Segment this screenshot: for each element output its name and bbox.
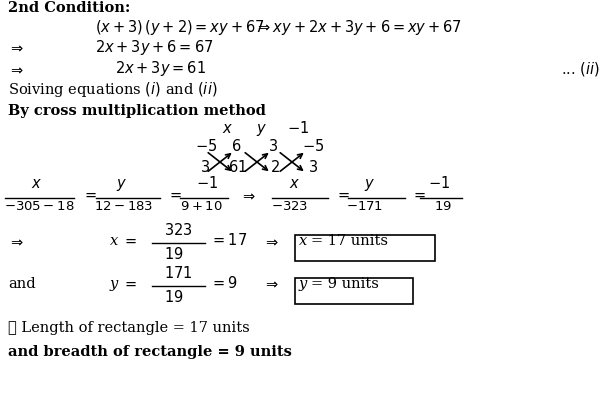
Text: $12 - 183$: $12 - 183$ <box>94 200 153 213</box>
Text: $x$: $x$ <box>32 177 43 191</box>
Text: $-5$: $-5$ <box>302 138 324 154</box>
Text: Soiving equations $(i)$ and $(ii)$: Soiving equations $(i)$ and $(ii)$ <box>8 80 218 99</box>
Text: $\Rightarrow$: $\Rightarrow$ <box>8 41 24 55</box>
Text: $= 17$: $= 17$ <box>210 232 247 248</box>
Text: $=$: $=$ <box>411 188 426 202</box>
Text: $x$: $x$ <box>289 177 300 191</box>
Text: By cross multiplication method: By cross multiplication method <box>8 104 266 118</box>
Text: ... $(ii)$: ... $(ii)$ <box>561 60 600 78</box>
Text: $\Rightarrow$: $\Rightarrow$ <box>263 234 280 248</box>
Text: = 9 units: = 9 units <box>311 277 379 291</box>
Text: $-171$: $-171$ <box>346 200 383 213</box>
Text: $3$: $3$ <box>268 138 278 154</box>
Text: $61$: $61$ <box>228 159 247 175</box>
Text: $171$: $171$ <box>164 265 192 281</box>
Text: $19$: $19$ <box>164 246 184 262</box>
Text: 2nd Condition:: 2nd Condition: <box>8 1 130 15</box>
Text: $2x + 3y = 61$: $2x + 3y = 61$ <box>115 59 206 78</box>
Text: $y$: $y$ <box>364 177 376 193</box>
Text: y: y <box>299 277 307 291</box>
Text: $y$: $y$ <box>116 177 128 193</box>
Text: $=$: $=$ <box>167 188 182 202</box>
Text: ∴ Length of rectangle = 17 units: ∴ Length of rectangle = 17 units <box>8 321 250 335</box>
Text: $19$: $19$ <box>164 289 184 305</box>
Text: $\Rightarrow$: $\Rightarrow$ <box>8 234 24 248</box>
Text: x: x <box>110 234 118 248</box>
Text: $=$: $=$ <box>335 188 350 202</box>
Text: $=$: $=$ <box>122 234 137 248</box>
Text: $-1$: $-1$ <box>287 120 309 136</box>
Text: = 17 units: = 17 units <box>311 234 388 248</box>
Text: and: and <box>8 277 36 291</box>
FancyBboxPatch shape <box>295 278 413 304</box>
Text: $3$: $3$ <box>308 159 318 175</box>
Text: y: y <box>110 277 118 291</box>
Text: $=$: $=$ <box>122 277 137 291</box>
Text: $\Rightarrow$: $\Rightarrow$ <box>8 62 24 76</box>
Text: $9 + 10$: $9 + 10$ <box>180 200 223 213</box>
FancyBboxPatch shape <box>295 235 435 261</box>
Text: $x$: $x$ <box>223 122 233 136</box>
Text: $\Rightarrow$: $\Rightarrow$ <box>240 188 257 202</box>
Text: $2$: $2$ <box>270 159 280 175</box>
Text: $-1$: $-1$ <box>428 175 450 191</box>
Text: $-5$: $-5$ <box>195 138 217 154</box>
Text: $-305 - 18$: $-305 - 18$ <box>4 200 75 213</box>
Text: $2x + 3y + 6 = 67$: $2x + 3y + 6 = 67$ <box>95 38 213 57</box>
Text: $\Rightarrow xy + 2x + 3y + 6 = xy + 67$: $\Rightarrow xy + 2x + 3y + 6 = xy + 67$ <box>255 18 462 37</box>
Text: $323$: $323$ <box>164 222 192 238</box>
Text: and breadth of rectangle = 9 units: and breadth of rectangle = 9 units <box>8 345 292 359</box>
Text: $19$: $19$ <box>434 200 452 213</box>
Text: $(x + 3)\,(y + 2) = xy + 67$: $(x + 3)\,(y + 2) = xy + 67$ <box>95 18 264 37</box>
Text: $= 9$: $= 9$ <box>210 275 238 291</box>
Text: $-323$: $-323$ <box>271 200 308 213</box>
Text: $-1$: $-1$ <box>196 175 218 191</box>
Text: $6$: $6$ <box>231 138 241 154</box>
Text: $\Rightarrow$: $\Rightarrow$ <box>263 277 280 291</box>
Text: $3$: $3$ <box>200 159 210 175</box>
Text: $y$: $y$ <box>257 122 268 138</box>
Text: $=$: $=$ <box>82 188 97 202</box>
Text: x: x <box>299 234 307 248</box>
